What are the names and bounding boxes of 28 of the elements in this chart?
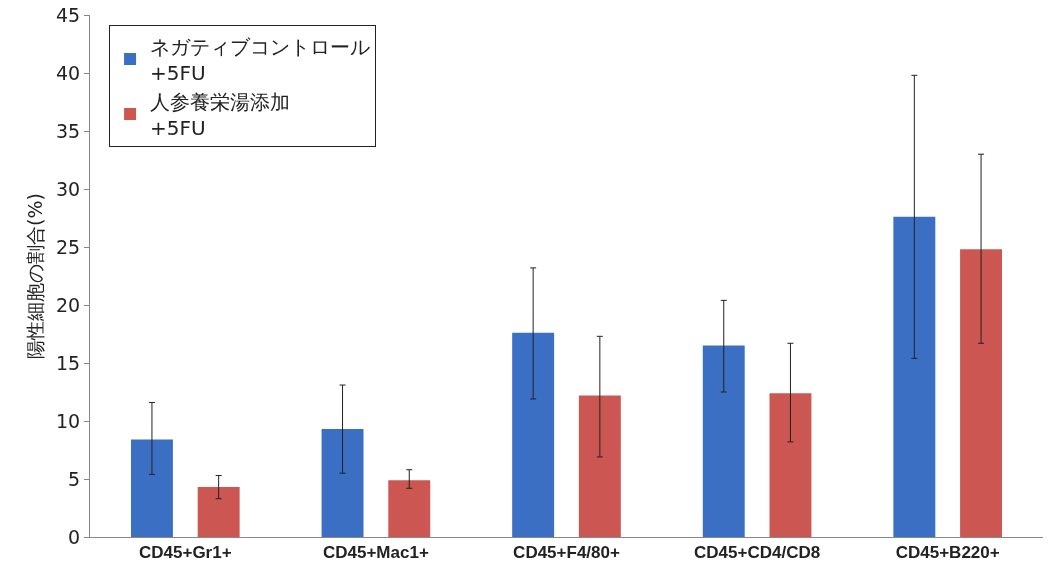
legend-label: 人参養栄湯添加 +5FU bbox=[150, 89, 291, 140]
x-tick-label: CD45+Mac1+ bbox=[322, 543, 429, 563]
y-tick-label: 5 bbox=[68, 467, 81, 490]
bar bbox=[130, 439, 173, 537]
bar bbox=[960, 249, 1003, 537]
bar bbox=[197, 487, 240, 537]
bar bbox=[769, 393, 812, 537]
y-tick-label: 20 bbox=[56, 293, 81, 316]
x-tick-label: CD45+B220+ bbox=[895, 543, 1000, 563]
y-tick-label: 45 bbox=[56, 3, 81, 26]
y-tick-label: 0 bbox=[68, 525, 81, 548]
y-tick-label: 15 bbox=[56, 351, 81, 374]
x-tick-label: CD45+CD4/CD8 bbox=[694, 543, 821, 563]
y-axis-title: 陽性細胞の割合(%) bbox=[24, 193, 46, 359]
y-tick-label: 40 bbox=[56, 61, 81, 84]
bar bbox=[321, 429, 364, 537]
bar bbox=[893, 216, 936, 537]
bar bbox=[702, 345, 745, 537]
y-tick-label: 30 bbox=[56, 177, 81, 200]
bar bbox=[388, 480, 431, 537]
bar bbox=[578, 395, 621, 537]
x-tick-label: CD45+F4/80+ bbox=[513, 543, 620, 563]
x-tick-label: CD45+Gr1+ bbox=[138, 543, 232, 563]
y-tick-label: 10 bbox=[56, 409, 81, 432]
legend-label: ネガティブコントロール +5FU bbox=[150, 34, 371, 85]
bar bbox=[512, 332, 555, 537]
y-tick-label: 25 bbox=[56, 235, 81, 258]
y-tick-label: 35 bbox=[56, 119, 81, 142]
